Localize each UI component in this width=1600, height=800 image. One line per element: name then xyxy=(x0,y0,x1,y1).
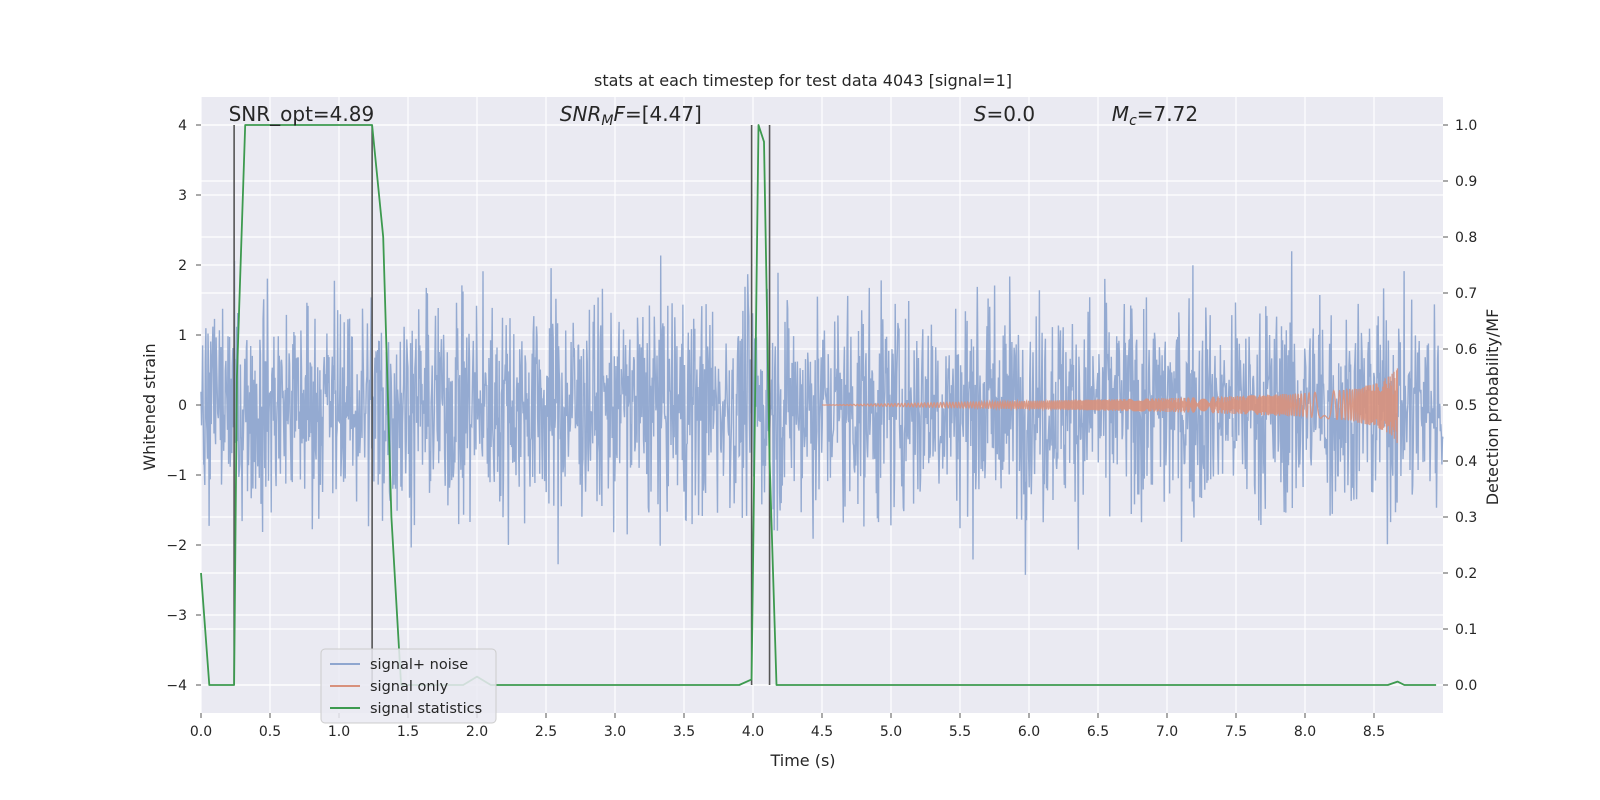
y2-tick-label: 0.0 xyxy=(1455,678,1477,694)
y2-tick-label: 0.3 xyxy=(1455,510,1477,526)
x-tick-label: 1.5 xyxy=(397,724,419,740)
vertical-markers xyxy=(233,125,771,685)
y-tick-label: −4 xyxy=(166,678,187,694)
y-tick-label: 3 xyxy=(178,188,187,204)
s-label: S=0.0 xyxy=(974,102,1035,126)
chart-title: stats at each timestep for test data 404… xyxy=(594,71,1012,90)
y-tick-label: −1 xyxy=(166,468,187,484)
y2-axis-label: Detection probability/MF xyxy=(1483,309,1502,506)
x-tick-label: 2.0 xyxy=(466,724,488,740)
y2-axis-ticks: 0.0 0.1 0.2 0.3 0.4 0.5 0.6 0.7 0.8 0.9 1.0 xyxy=(1443,118,1477,694)
mc-label: Mc=7.72 xyxy=(1112,102,1198,129)
snr-mf-label: SNRMF=[4.47] xyxy=(560,102,702,129)
x-tick-label: 6.5 xyxy=(1087,724,1109,740)
x-tick-label: 0.0 xyxy=(190,724,212,740)
legend-label: signal only xyxy=(370,679,449,695)
y2-tick-label: 0.6 xyxy=(1455,342,1477,358)
x-tick-label: 6.0 xyxy=(1018,724,1040,740)
legend-box xyxy=(320,648,497,724)
legend-label: signal+ noise xyxy=(370,657,468,673)
y2-tick-label: 0.1 xyxy=(1455,622,1477,638)
y2-tick-label: 0.8 xyxy=(1455,230,1477,246)
x-tick-label: 1.0 xyxy=(328,724,350,740)
x-tick-label: 8.0 xyxy=(1294,724,1316,740)
x-tick-label: 5.5 xyxy=(949,724,971,740)
x-tick-label: 3.0 xyxy=(604,724,626,740)
x-tick-label: 7.5 xyxy=(1225,724,1247,740)
y2-tick-label: 0.5 xyxy=(1455,398,1477,414)
x-axis-ticks: 0.0 0.5 1.0 1.5 2.0 2.5 3.0 3.5 4.0 4.5 5.0 5.5 6.0 6… xyxy=(190,713,1385,740)
chirp-line xyxy=(821,368,1399,444)
x-tick-label: 4.5 xyxy=(811,724,833,740)
y-tick-label: −2 xyxy=(166,538,187,554)
x-tick-label: 2.5 xyxy=(535,724,557,740)
x-tick-label: 4.0 xyxy=(742,724,764,740)
statistics-line xyxy=(200,124,1437,686)
y2-tick-label: 0.7 xyxy=(1455,286,1477,302)
x-tick-label: 0.5 xyxy=(259,724,281,740)
x-tick-label: 7.0 xyxy=(1156,724,1178,740)
y-tick-label: 4 xyxy=(178,118,187,134)
y2-tick-label: 0.2 xyxy=(1455,566,1477,582)
x-tick-label: 3.5 xyxy=(673,724,695,740)
snr-opt-label: SNR_opt=4.89 xyxy=(229,102,375,126)
annotations: SNR_opt=4.89 SNRMF=[4.47] S=0.0 Mc=7.72 xyxy=(229,102,1198,129)
legend-label: signal statistics xyxy=(370,701,482,717)
signal-statistics-series xyxy=(200,124,1437,686)
y2-tick-label: 0.4 xyxy=(1455,454,1477,470)
x-tick-label: 5.0 xyxy=(880,724,902,740)
y2-tick-label: 1.0 xyxy=(1455,118,1477,134)
y2-tick-label: 0.9 xyxy=(1455,174,1477,190)
x-tick-label: 8.5 xyxy=(1363,724,1385,740)
x-axis-label: Time (s) xyxy=(769,751,835,770)
noise-line xyxy=(200,251,1444,575)
y-axis-ticks: −4 −3 −2 −1 0 1 2 3 4 xyxy=(166,118,201,694)
y-tick-label: 2 xyxy=(178,258,187,274)
y-tick-label: −3 xyxy=(166,608,187,624)
legend: signal+ noise signal only signal statistic… xyxy=(320,648,497,724)
y-tick-label: 1 xyxy=(178,328,187,344)
signal-only-series xyxy=(821,368,1399,444)
signal-noise-series xyxy=(200,251,1444,575)
y-axis-label: Whitened strain xyxy=(140,343,159,470)
y-tick-label: 0 xyxy=(178,398,187,414)
